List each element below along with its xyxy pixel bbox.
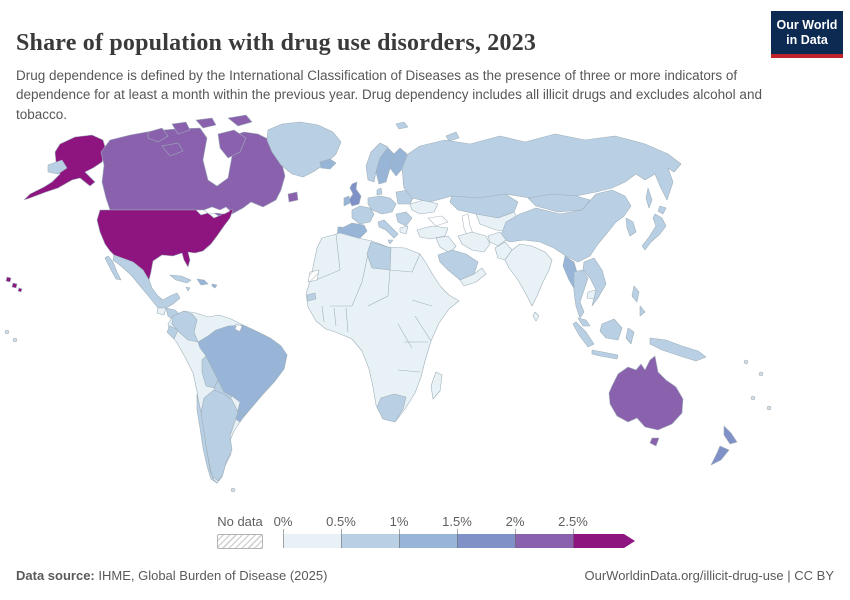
legend-segment-5[interactable] <box>573 534 635 548</box>
map-region-ireland[interactable] <box>343 195 351 207</box>
map-region-australia[interactable] <box>608 355 684 447</box>
map-region-uk[interactable] <box>348 181 362 207</box>
africa-country-borders <box>315 233 433 373</box>
legend-tick-3: 1.5% <box>442 514 472 529</box>
legend-tick-1: 0.5% <box>326 514 356 529</box>
legend-segment-1[interactable] <box>341 534 399 548</box>
data-source-label: Data source: <box>16 568 95 583</box>
data-source-note: Data source: IHME, Global Burden of Dise… <box>16 568 327 583</box>
map-region-new-guinea[interactable] <box>649 337 707 362</box>
map-region-cuba[interactable] <box>169 274 192 284</box>
chart-subtitle: Drug dependence is defined by the Intern… <box>16 67 762 122</box>
black-sea <box>427 215 449 227</box>
map-region-ecuador[interactable] <box>166 325 179 340</box>
legend-tickmark <box>399 529 400 548</box>
map-region-africa-base[interactable] <box>305 232 460 423</box>
map-region-russia[interactable] <box>401 131 682 209</box>
map-region-central-europe[interactable] <box>367 195 397 215</box>
map-region-senegal[interactable] <box>306 292 317 302</box>
map-region-yemen-oman[interactable] <box>459 267 487 287</box>
map-region-thailand[interactable] <box>573 269 589 319</box>
map-region-libya[interactable] <box>366 241 392 271</box>
map-region-iceland[interactable] <box>319 158 337 170</box>
map-region-chile[interactable] <box>196 393 218 484</box>
map-region-france[interactable] <box>351 205 375 225</box>
map-region-balkans[interactable] <box>395 211 413 227</box>
pacific-island-specks <box>4 329 772 493</box>
great-lakes <box>203 206 231 215</box>
map-region-greece[interactable] <box>399 225 409 235</box>
legend-segment-2[interactable] <box>399 534 457 548</box>
legend-segment-0[interactable] <box>283 534 341 548</box>
map-region-colombia[interactable] <box>171 310 199 343</box>
legend-tick-5: 2.5% <box>558 514 588 529</box>
no-data-swatch[interactable] <box>217 534 263 549</box>
chart-footer: Data source: IHME, Global Burden of Dise… <box>16 568 834 583</box>
owid-logo-accent-bar <box>771 54 843 58</box>
map-region-china[interactable] <box>499 189 632 263</box>
legend-tickmark <box>341 529 342 548</box>
owid-url-license[interactable]: OurWorldinData.org/illicit-drug-use | CC… <box>584 568 835 583</box>
legend-tickmark <box>573 529 574 548</box>
map-region-western-sahara[interactable] <box>307 269 320 283</box>
page-title: Share of population with drug use disord… <box>16 30 537 57</box>
map-region-chukotka[interactable] <box>47 159 68 175</box>
data-source-text: IHME, Global Burden of Disease (2025) <box>94 568 328 583</box>
map-region-malaysia-indonesia[interactable] <box>572 317 635 360</box>
map-region-norway[interactable] <box>365 121 409 183</box>
map-region-denmark[interactable] <box>376 187 383 196</box>
map-region-korea[interactable] <box>625 217 637 237</box>
map-region-mexico[interactable] <box>104 254 181 309</box>
color-legend: No data 0% 0.5% 1% 1.5% 2% 2.5% <box>0 513 850 553</box>
map-region-new-zealand[interactable] <box>710 425 738 466</box>
map-region-argentina[interactable] <box>200 389 239 482</box>
legend-tickmark <box>515 529 516 548</box>
map-region-finland[interactable] <box>389 147 408 177</box>
map-region-sri-lanka[interactable] <box>532 311 540 322</box>
map-region-vietnam-laos[interactable] <box>582 257 607 307</box>
map-region-italy[interactable] <box>377 219 399 245</box>
owid-logo-line1: Our World <box>776 18 838 32</box>
map-region-ukraine[interactable] <box>409 199 439 215</box>
legend-tickmark <box>457 529 458 548</box>
map-region-canada[interactable] <box>100 114 299 219</box>
map-region-hispaniola[interactable] <box>196 278 218 289</box>
owid-logo-box: Our World in Data <box>771 11 843 54</box>
map-region-usa[interactable] <box>96 208 234 281</box>
legend-tickmark <box>283 529 284 548</box>
map-region-hawaii[interactable] <box>5 276 23 293</box>
map-region-guatemala[interactable] <box>156 307 167 316</box>
map-region-afghanistan[interactable] <box>487 231 507 247</box>
map-region-madagascar[interactable] <box>430 371 443 400</box>
legend-tick-0: 0% <box>273 514 293 529</box>
map-region-iran[interactable] <box>457 231 491 253</box>
map-region-bolivia[interactable] <box>201 355 219 389</box>
legend-tick-2: 1% <box>389 514 409 529</box>
map-region-india[interactable] <box>504 243 553 307</box>
legend-segment-3[interactable] <box>457 534 515 548</box>
map-region-japan[interactable] <box>641 205 667 251</box>
legend-segment-4[interactable] <box>515 534 573 548</box>
legend-tick-4: 2% <box>505 514 525 529</box>
map-region-iraq-syria[interactable] <box>435 235 457 254</box>
owid-logo[interactable]: Our World in Data <box>771 11 843 58</box>
map-region-turkey[interactable] <box>416 225 449 240</box>
map-region-philippines[interactable] <box>631 285 646 317</box>
owid-logo-line2: in Data <box>786 33 828 47</box>
map-region-south-africa[interactable] <box>376 393 407 423</box>
map-region-cambodia[interactable] <box>586 289 597 300</box>
map-region-jamaica[interactable] <box>185 286 191 292</box>
world-choropleth-map <box>0 110 850 512</box>
no-data-label: No data <box>217 514 263 529</box>
map-region-french-guiana[interactable] <box>234 323 243 333</box>
